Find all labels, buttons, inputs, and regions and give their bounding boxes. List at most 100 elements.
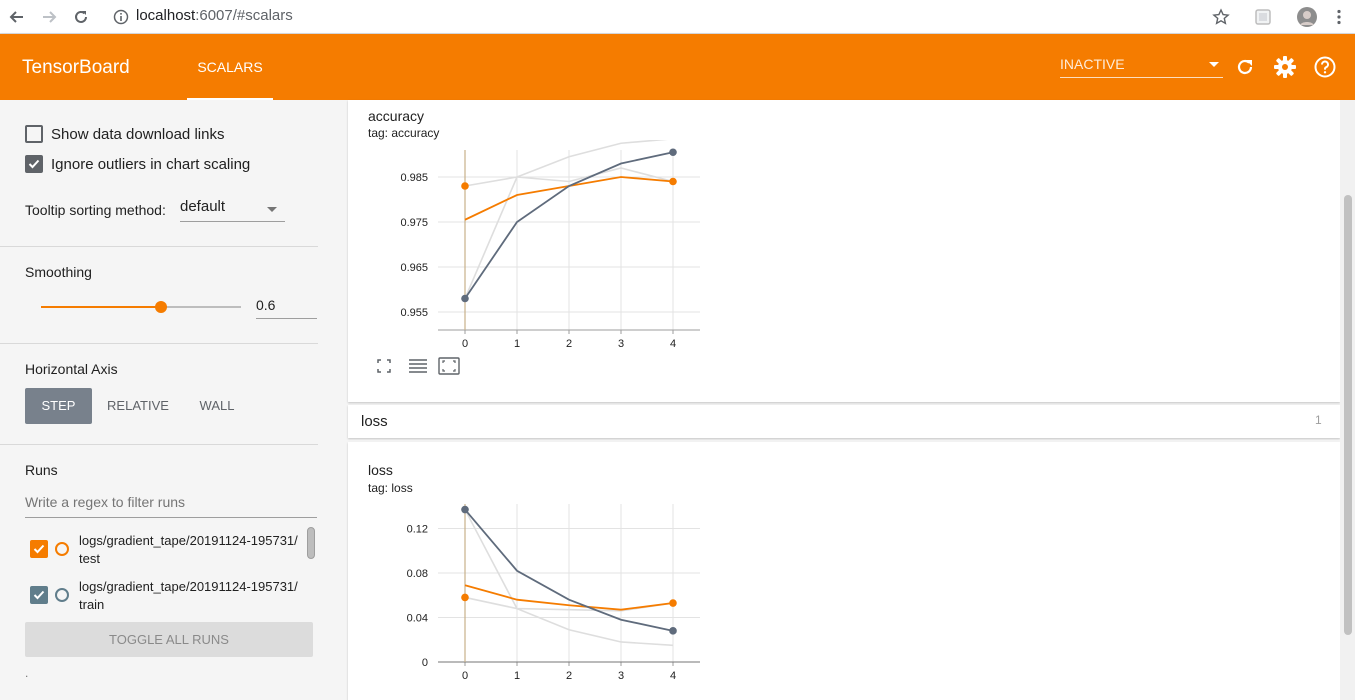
address-bar[interactable]: localhost:6007/#scalars [136, 7, 293, 24]
run-train-label: logs/gradient_tape/20191124-195731/ trai… [79, 578, 298, 614]
settings-gear-icon[interactable] [1273, 55, 1297, 79]
axis-step-button[interactable]: STEP [25, 388, 92, 424]
run-test-path: logs/gradient_tape/20191124-195731/ [79, 533, 298, 548]
show-download-links-checkbox[interactable] [25, 125, 43, 143]
tooltip-sorting-label: Tooltip sorting method: [25, 202, 166, 218]
y-tick-label: 0.955 [400, 307, 428, 319]
category-count: 1 [1315, 413, 1322, 427]
y-tick-label: 0 [422, 657, 428, 669]
fullscreen-icon[interactable] [376, 358, 396, 376]
category-name: loss [361, 413, 388, 430]
run-train-name: train [79, 597, 105, 612]
fit-domain-icon[interactable] [438, 357, 462, 377]
show-download-links-label: Show data download links [51, 126, 225, 143]
y-tick-label: 0.04 [407, 612, 428, 624]
checkmark-icon [33, 590, 45, 600]
ignore-outliers-label: Ignore outliers in chart scaling [51, 156, 251, 173]
runs-scrollbar[interactable] [307, 527, 315, 559]
x-tick-label: 0 [462, 338, 468, 350]
divider [0, 444, 318, 445]
smoothing-value-input[interactable]: 0.6 [256, 297, 317, 319]
browser-toolbar: localhost:6007/#scalars [0, 0, 1355, 34]
browser-menu-icon[interactable] [1326, 4, 1352, 30]
app-header: TensorBoard SCALARS INACTIVE [0, 34, 1355, 100]
tab-scalars[interactable]: SCALARS [197, 59, 263, 75]
ignore-outliers-checkbox[interactable] [25, 155, 43, 173]
data-point-test [461, 593, 469, 602]
data-point-train [461, 294, 469, 303]
chart-tag: tag: loss [368, 481, 413, 495]
back-icon[interactable] [4, 4, 30, 30]
y-tick-label: 0.08 [407, 568, 428, 580]
chart-title: loss [368, 462, 393, 478]
site-info-icon[interactable] [108, 4, 134, 30]
log-scale-toggle-icon[interactable] [408, 358, 428, 376]
y-tick-label: 0.985 [400, 172, 428, 184]
tooltip-sorting-value: default [180, 198, 226, 215]
extension-icon[interactable] [1250, 4, 1276, 30]
y-tick-label: 0.12 [407, 523, 428, 535]
accuracy-chart[interactable]: 0.955 0.965 0.975 0.985 0 1 2 3 4 [348, 140, 708, 350]
x-tick-label: 3 [618, 338, 624, 350]
data-point-train [669, 627, 677, 635]
x-tick-label: 2 [566, 670, 572, 682]
run-filter-input[interactable]: Write a regex to filter runs [25, 494, 317, 518]
raw-series-line-test [464, 167, 674, 187]
run-test-checkbox[interactable] [30, 540, 48, 558]
run-train-checkbox[interactable] [30, 586, 48, 604]
run-test-label: logs/gradient_tape/20191124-195731/ test [79, 532, 298, 568]
loss-chart-card: loss tag: loss 0 0.04 0.08 0.12 0 1 2 3 4 [348, 442, 1340, 700]
tooltip-sorting-select[interactable]: default [180, 198, 285, 222]
series-line-train [464, 508, 674, 632]
reload-icon[interactable] [68, 4, 94, 30]
data-point-test [461, 182, 469, 190]
x-tick-label: 3 [618, 670, 624, 682]
run-train-color-icon[interactable] [55, 588, 69, 602]
toggle-all-runs-button[interactable]: TOGGLE ALL RUNS [25, 622, 313, 657]
horizontal-axis-title: Horizontal Axis [25, 361, 118, 377]
forward-icon[interactable] [36, 4, 62, 30]
x-tick-label: 0 [462, 670, 468, 682]
smoothing-slider-knob[interactable] [155, 301, 167, 313]
run-train-path: logs/gradient_tape/20191124-195731/ [79, 579, 298, 594]
chevron-down-icon [1209, 62, 1219, 67]
run-status-dropdown[interactable]: INACTIVE [1060, 56, 1223, 78]
divider [0, 343, 318, 344]
active-tab-indicator [187, 98, 273, 100]
refresh-icon[interactable] [1233, 55, 1257, 79]
data-point-train [669, 148, 677, 157]
checkmark-icon [28, 159, 40, 169]
page-scrollbar-thumb[interactable] [1344, 195, 1352, 635]
raw-series-line-train [464, 509, 674, 647]
help-icon[interactable] [1313, 55, 1337, 79]
x-tick-label: 4 [670, 338, 676, 350]
loss-category-header[interactable]: loss 1 [348, 405, 1340, 438]
bookmark-star-icon[interactable] [1208, 4, 1234, 30]
data-point-train [461, 505, 469, 514]
chart-title: accuracy [368, 108, 425, 124]
accuracy-chart-card: accuracy tag: accuracy 0.955 0.965 0.975 0.… [348, 100, 1340, 402]
smoothing-slider-fill [41, 306, 161, 308]
divider [0, 246, 318, 247]
axis-relative-button[interactable]: RELATIVE [107, 398, 169, 413]
checkmark-icon [33, 544, 45, 554]
run-test-name: test [79, 551, 100, 566]
loss-chart[interactable]: 0 0.04 0.08 0.12 0 1 2 3 4 [348, 494, 708, 700]
run-test-color-icon[interactable] [55, 542, 69, 556]
runs-footer-dot: . [25, 666, 29, 680]
smoothing-title: Smoothing [25, 264, 92, 280]
chevron-down-icon [267, 207, 277, 212]
series-line-train [464, 151, 674, 300]
run-status-value: INACTIVE [1060, 56, 1125, 72]
x-tick-label: 4 [670, 670, 676, 682]
x-tick-label: 2 [566, 338, 572, 350]
url-path: :6007/#scalars [195, 7, 293, 24]
data-point-test [669, 177, 677, 186]
axis-wall-button[interactable]: WALL [199, 398, 235, 413]
app-title: TensorBoard [22, 57, 130, 78]
chart-tag: tag: accuracy [368, 126, 440, 140]
profile-avatar-icon[interactable] [1294, 4, 1320, 30]
url-host: localhost [136, 7, 196, 24]
runs-title: Runs [25, 462, 58, 478]
main-content: accuracy tag: accuracy 0.955 0.965 0.975 0.… [346, 100, 1355, 700]
